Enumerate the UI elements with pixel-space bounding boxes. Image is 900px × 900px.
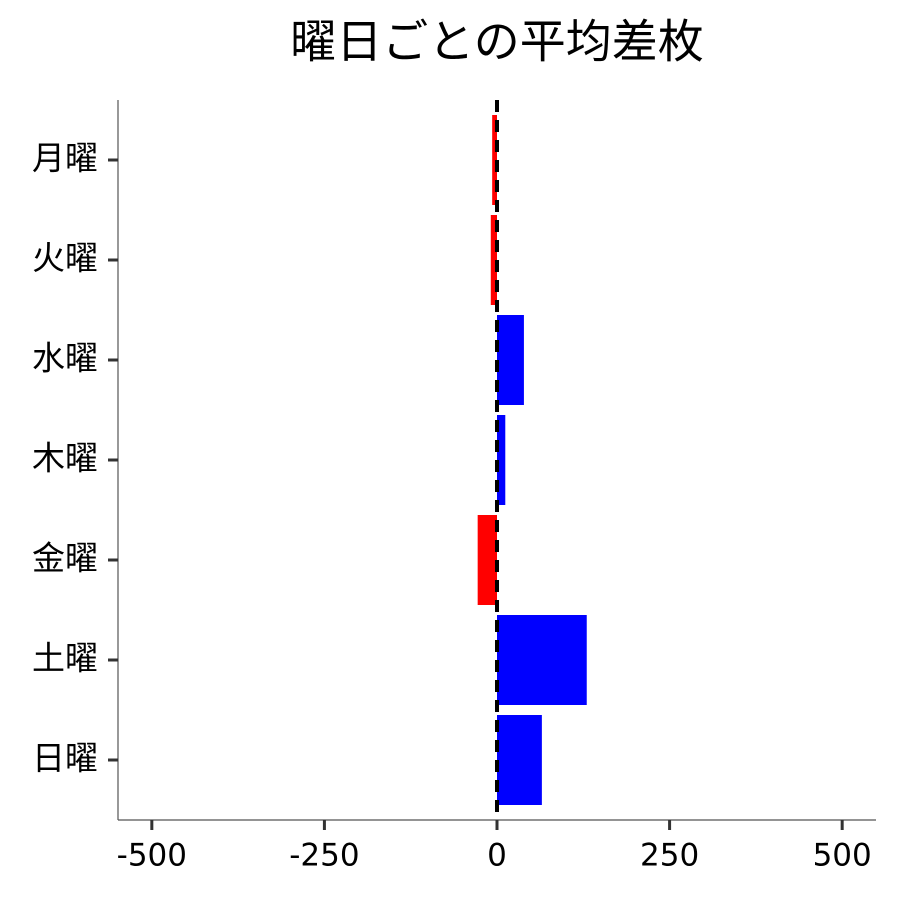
y-tick-label: 金曜 [32,539,98,578]
chart-title: 曜日ごとの平均差枚 [290,15,704,69]
bar [492,115,497,205]
bar [490,215,497,305]
y-tick-label: 水曜 [32,339,98,378]
bar [497,615,587,705]
bar [497,415,506,505]
x-tick-label: 250 [640,838,699,874]
bar [477,515,497,605]
y-tick-label: 木曜 [32,439,98,478]
y-tick-label: 月曜 [32,139,98,178]
bar [497,715,542,805]
y-tick-label: 日曜 [32,739,98,778]
x-tick-label: 0 [487,838,507,874]
x-tick-label: 500 [813,838,872,874]
x-tick-label: -500 [117,838,187,874]
x-tick-label: -250 [289,838,359,874]
bar [497,315,524,405]
y-tick-label: 土曜 [32,639,98,678]
y-tick-label: 火曜 [32,239,98,278]
